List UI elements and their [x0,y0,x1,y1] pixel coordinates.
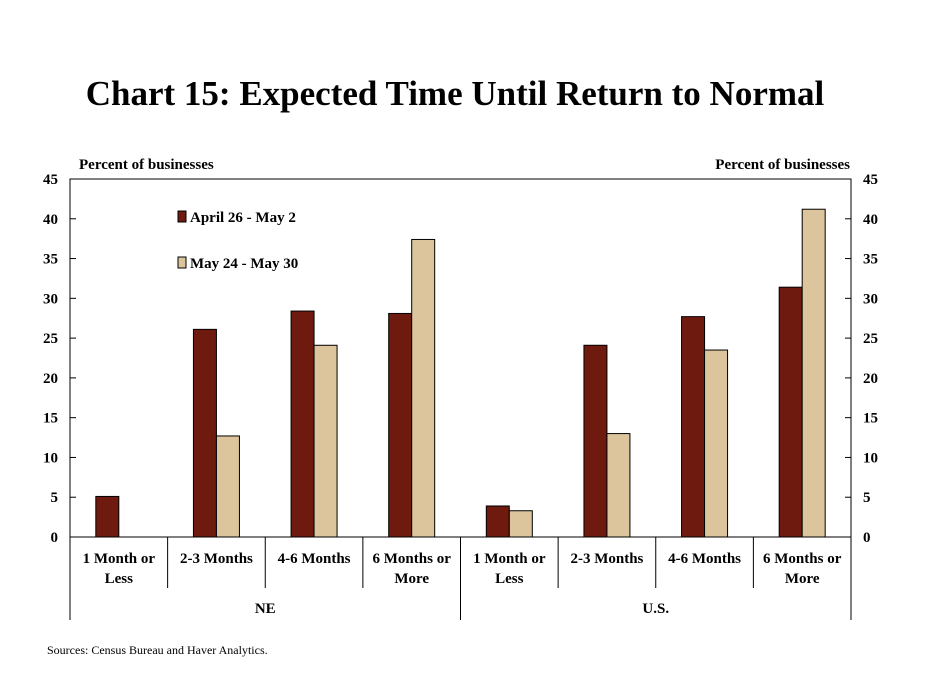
y-tick-label-left: 45 [43,172,58,188]
x-tick-label: 1 Month or Less [83,551,156,587]
y-axis-label-left: Percent of businesses [79,157,214,173]
bar [388,312,413,538]
bar [485,505,510,538]
legend-label: May 24 - May 30 [190,256,298,272]
bar [583,344,608,538]
bar [192,328,217,538]
bar [411,238,436,538]
y-tick-label-left: 15 [43,411,58,427]
group-label: U.S. [642,601,669,617]
bar [215,435,240,538]
x-tick-label: 2-3 Months [570,551,643,567]
y-tick-label-left: 40 [43,212,58,228]
legend-swatch [177,256,187,269]
bar [290,310,315,538]
bar [313,344,338,538]
plot-frame [69,178,852,538]
y-tick-label-right: 10 [863,450,878,466]
y-tick-label-right: 35 [863,252,878,268]
y-tick-label-right: 45 [863,172,878,188]
y-tick-label-right: 20 [863,371,878,387]
bar [606,433,631,538]
bar [704,349,729,538]
y-tick-label-left: 0 [51,530,59,546]
y-tick-label-right: 40 [863,212,878,228]
x-tick-label: 2-3 Months [180,551,253,567]
y-tick-label-right: 5 [863,490,871,506]
x-tick-label: 4-6 Months [668,551,741,567]
group-label: NE [255,601,276,617]
bar [681,316,706,538]
x-tick-label: 1 Month or Less [473,551,546,587]
source-note: Sources: Census Bureau and Haver Analyti… [47,643,268,657]
y-tick-label-right: 15 [863,411,878,427]
y-tick-label-left: 30 [43,291,58,307]
x-tick-label: 6 Months or More [763,551,842,587]
y-axis-label-right: Percent of businesses [715,157,850,173]
bar [95,495,120,538]
y-tick-label-left: 35 [43,252,58,268]
plot-area: 0 0 5 5 10 10 15 15 20 20 25 25 30 30 35 35 40 40 45 45 1 Mo… [43,172,878,620]
y-tick-label-left: 20 [43,371,58,387]
y-tick-label-right: 0 [863,530,871,546]
bar [801,208,826,538]
x-tick-label: 4-6 Months [278,551,351,567]
y-tick-label-left: 10 [43,450,58,466]
y-tick-label-right: 25 [863,331,878,347]
y-tick-label-left: 25 [43,331,58,347]
legend-swatch [177,210,187,223]
bar [508,510,533,538]
legend-label: April 26 - May 2 [190,210,296,226]
chart-title: Chart 15: Expected Time Until Return to … [85,74,825,113]
y-tick-label-left: 5 [51,490,59,506]
y-tick-label-right: 30 [863,291,878,307]
bar [778,286,803,538]
x-tick-label: 6 Months or More [373,551,452,587]
